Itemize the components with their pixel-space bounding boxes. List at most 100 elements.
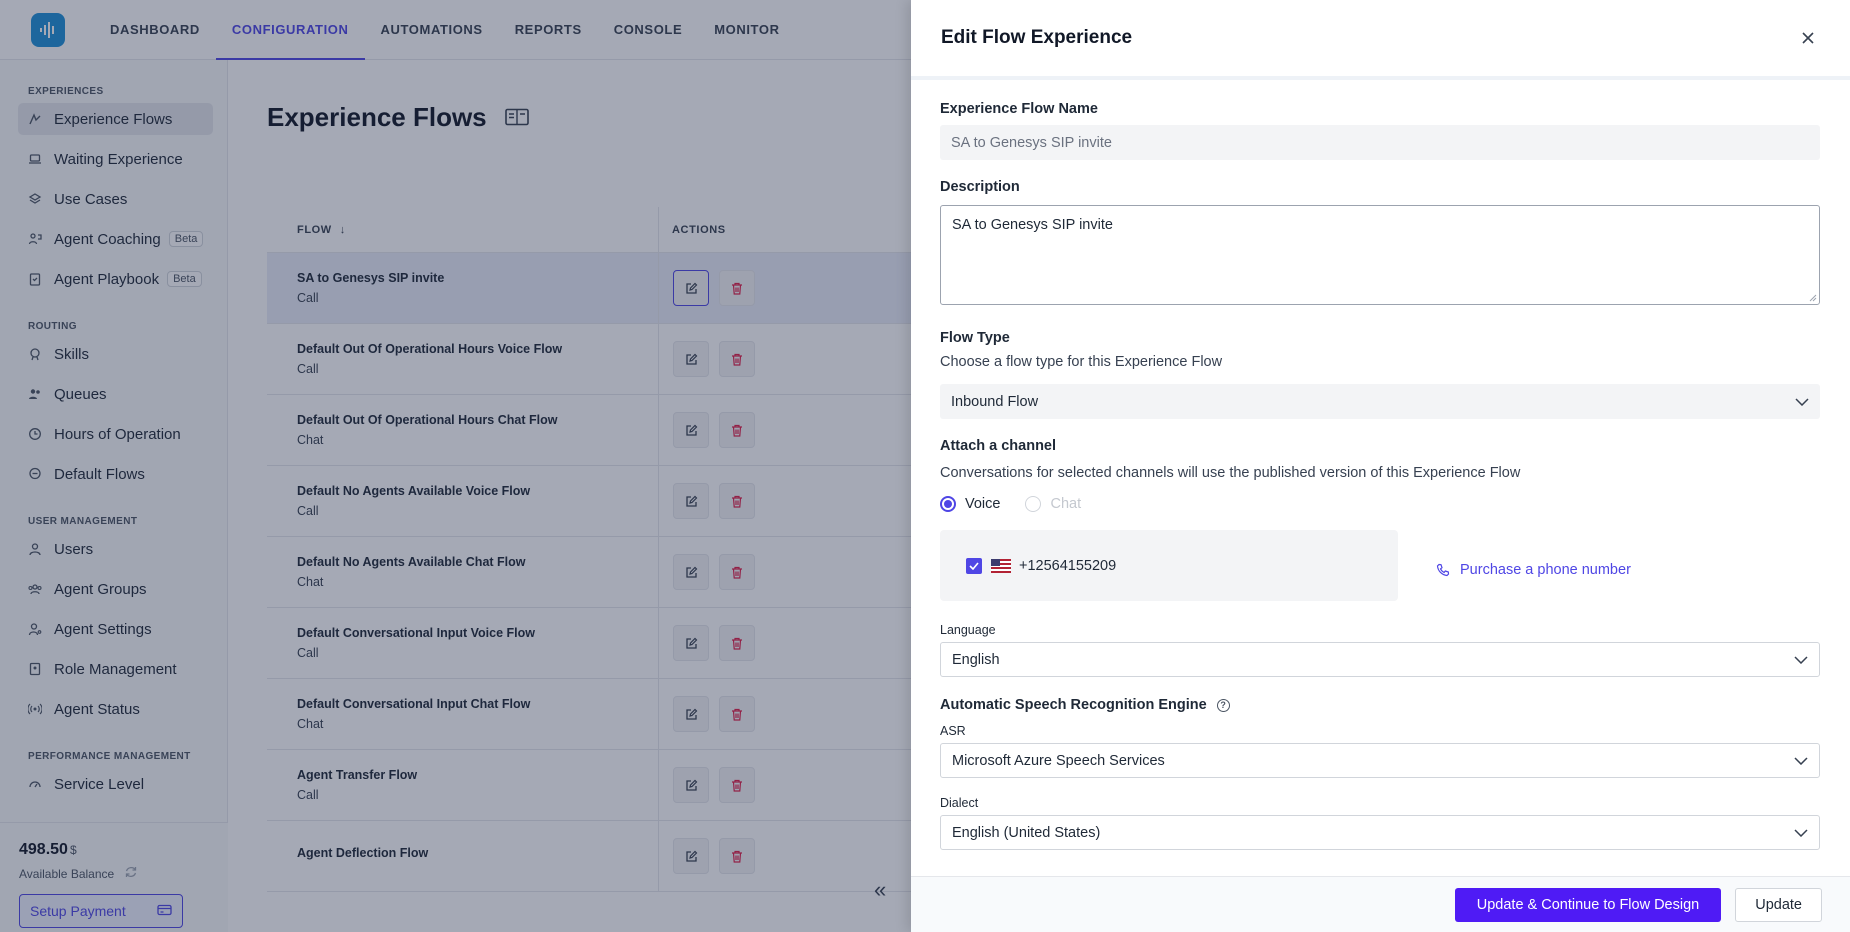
flow-cell[interactable]: Default No Agents Available Chat Flow Cha… bbox=[267, 537, 659, 607]
delete-button[interactable] bbox=[719, 696, 755, 732]
table-row[interactable]: Default Conversational Input Voice Flow C… bbox=[267, 608, 967, 679]
sidebar-item-agent-coaching[interactable]: Agent Coaching Beta bbox=[18, 223, 213, 255]
table-row[interactable]: SA to Genesys SIP invite Call bbox=[267, 253, 967, 324]
table-row[interactable]: Default Out Of Operational Hours Chat Fl… bbox=[267, 395, 967, 466]
sidebar-item-agent-playbook[interactable]: Agent Playbook Beta bbox=[18, 263, 213, 295]
delete-button[interactable] bbox=[719, 341, 755, 377]
sidebar-item-experience-flows[interactable]: Experience Flows bbox=[18, 103, 213, 135]
users-icon bbox=[28, 387, 42, 401]
stack-icon bbox=[28, 192, 42, 206]
flow-cell[interactable]: Agent Deflection Flow bbox=[267, 821, 659, 891]
phone-number-option[interactable]: +12564155209 bbox=[940, 530, 1398, 601]
flow-cell[interactable]: SA to Genesys SIP invite Call bbox=[267, 253, 659, 323]
language-select[interactable]: English bbox=[940, 642, 1820, 677]
chat-radio[interactable] bbox=[1025, 496, 1042, 512]
delete-button[interactable] bbox=[719, 270, 755, 306]
beta-badge: Beta bbox=[168, 231, 204, 247]
update-continue-button[interactable]: Update & Continue to Flow Design bbox=[1454, 887, 1722, 922]
sidebar-item-users[interactable]: Users bbox=[18, 533, 213, 565]
asr-select[interactable]: Microsoft Azure Speech Services bbox=[940, 743, 1820, 778]
nav-monitor[interactable]: MONITOR bbox=[714, 22, 780, 37]
flow-cell[interactable]: Agent Transfer Flow Call bbox=[267, 750, 659, 820]
table-row[interactable]: Agent Deflection Flow bbox=[267, 821, 967, 892]
sidebar-item-queues[interactable]: Queues bbox=[18, 378, 213, 410]
flow-cell[interactable]: Default Conversational Input Voice Flow C… bbox=[267, 608, 659, 678]
voice-radio[interactable] bbox=[940, 496, 956, 512]
resize-handle-icon[interactable] bbox=[1809, 294, 1817, 302]
delete-button[interactable] bbox=[719, 483, 755, 519]
edit-button[interactable] bbox=[673, 554, 709, 590]
sidebar-item-waiting-experience[interactable]: Waiting Experience bbox=[18, 143, 213, 175]
nav-automations[interactable]: AUTOMATIONS bbox=[380, 22, 483, 37]
delete-button[interactable] bbox=[719, 625, 755, 661]
delete-button[interactable] bbox=[719, 838, 755, 874]
setup-payment-button[interactable]: Setup Payment bbox=[19, 894, 183, 928]
column-header-flow[interactable]: FLOW ↓ bbox=[267, 207, 659, 252]
phone-icon bbox=[1436, 563, 1450, 576]
docs-book-icon[interactable] bbox=[504, 102, 529, 133]
flow-type-select[interactable]: Inbound Flow bbox=[940, 384, 1820, 419]
drawer-footer: Update & Continue to Flow Design Update bbox=[911, 876, 1850, 932]
sidebar-item-label: Experience Flows bbox=[54, 110, 173, 128]
sidebar-item-agent-status[interactable]: Agent Status bbox=[18, 693, 213, 725]
flow-cell[interactable]: Default Out Of Operational Hours Chat Fl… bbox=[267, 395, 659, 465]
delete-button[interactable] bbox=[719, 554, 755, 590]
sidebar-item-hours-of-operation[interactable]: Hours of Operation bbox=[18, 418, 213, 450]
chat-radio-label[interactable]: Chat bbox=[1050, 496, 1082, 512]
edit-button[interactable] bbox=[673, 838, 709, 874]
edit-button[interactable] bbox=[673, 341, 709, 377]
asr-section-label: Automatic Speech Recognition Engine ? bbox=[940, 697, 1820, 713]
sidebar-item-default-flows[interactable]: Default Flows bbox=[18, 458, 213, 490]
description-textarea[interactable]: SA to Genesys SIP invite bbox=[940, 205, 1820, 305]
delete-button[interactable] bbox=[719, 767, 755, 803]
dialect-select[interactable]: English (United States) bbox=[940, 815, 1820, 850]
sidebar-item-skills[interactable]: Skills bbox=[18, 338, 213, 370]
nav-console[interactable]: CONSOLE bbox=[613, 22, 683, 37]
sidebar-item-service-level[interactable]: Service Level bbox=[18, 768, 213, 800]
edit-button[interactable] bbox=[673, 625, 709, 661]
clipboard-icon bbox=[28, 272, 42, 286]
flow-cell[interactable]: Default No Agents Available Voice Flow Ca… bbox=[267, 466, 659, 536]
update-button[interactable]: Update bbox=[1735, 887, 1822, 922]
phone-checkbox[interactable] bbox=[966, 557, 982, 574]
flow-cell[interactable]: Default Conversational Input Chat Flow Ch… bbox=[267, 679, 659, 749]
purchase-phone-link[interactable]: Purchase a phone number bbox=[1436, 562, 1631, 578]
flow-type: Chat bbox=[297, 575, 324, 589]
table-row[interactable]: Default Out Of Operational Hours Voice F… bbox=[267, 324, 967, 395]
flow-cell[interactable]: Default Out Of Operational Hours Voice F… bbox=[267, 324, 659, 394]
edit-button[interactable] bbox=[673, 483, 709, 519]
edit-button[interactable] bbox=[673, 696, 709, 732]
sidebar-item-agent-settings[interactable]: Agent Settings bbox=[18, 613, 213, 645]
sidebar-scroll-area[interactable]: EXPERIENCES Experience Flows Waiting Exp… bbox=[0, 60, 228, 822]
chevron-down-icon bbox=[1794, 652, 1808, 668]
table-row[interactable]: Agent Transfer Flow Call bbox=[267, 750, 967, 821]
help-icon[interactable]: ? bbox=[1216, 698, 1230, 712]
voice-radio-label[interactable]: Voice bbox=[965, 496, 1001, 512]
sidebar-item-label: Role Management bbox=[54, 660, 177, 678]
delete-button[interactable] bbox=[719, 412, 755, 448]
nav-dashboard[interactable]: DASHBOARD bbox=[110, 22, 200, 37]
close-icon[interactable] bbox=[1796, 26, 1820, 50]
table-row[interactable]: Default No Agents Available Chat Flow Cha… bbox=[267, 537, 967, 608]
edit-button[interactable] bbox=[673, 270, 709, 306]
modal-backdrop[interactable] bbox=[0, 0, 911, 932]
drawer-body[interactable]: Experience Flow Name SA to Genesys SIP i… bbox=[911, 80, 1850, 876]
collapse-panel-icon[interactable]: « bbox=[874, 877, 887, 902]
sidebar-item-agent-groups[interactable]: Agent Groups bbox=[18, 573, 213, 605]
sidebar-item-use-cases[interactable]: Use Cases bbox=[18, 183, 213, 215]
sidebar-item-role-management[interactable]: Role Management bbox=[18, 653, 213, 685]
table-row[interactable]: Default Conversational Input Chat Flow Ch… bbox=[267, 679, 967, 750]
sidebar-item-label: Agent Settings bbox=[54, 620, 152, 638]
app-logo[interactable] bbox=[31, 12, 65, 47]
flow-type: Call bbox=[297, 788, 319, 802]
table-row[interactable]: Default No Agents Available Voice Flow Ca… bbox=[267, 466, 967, 537]
nav-configuration[interactable]: CONFIGURATION bbox=[215, 0, 365, 60]
beta-badge: Beta bbox=[167, 271, 202, 287]
edit-button[interactable] bbox=[673, 767, 709, 803]
nav-reports[interactable]: REPORTS bbox=[514, 22, 582, 37]
sidebar-item-label: Agent Status bbox=[54, 700, 140, 718]
edit-button[interactable] bbox=[673, 412, 709, 448]
drawer-title: Edit Flow Experience bbox=[941, 27, 1133, 48]
refresh-icon[interactable] bbox=[124, 865, 138, 882]
flow-name-field[interactable]: SA to Genesys SIP invite bbox=[940, 125, 1820, 160]
